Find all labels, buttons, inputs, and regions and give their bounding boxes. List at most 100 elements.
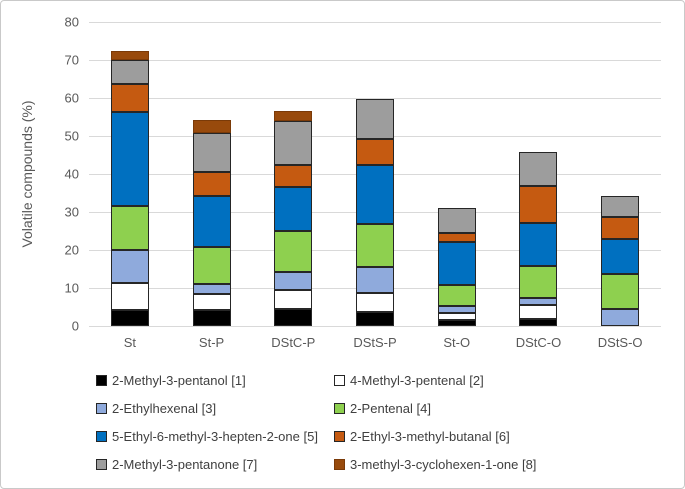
legend-swatch-icon	[334, 459, 345, 470]
stacked-bar-DStC-P	[274, 110, 313, 326]
legend-item: 2-Ethyl-3-methyl-butanal [6]	[334, 429, 536, 444]
legend-item: 5-Ethyl-6-methyl-3-hepten-2-one [5]	[96, 429, 334, 444]
bar-segment	[110, 112, 149, 206]
legend-label: 2-Methyl-3-pentanol [1]	[112, 373, 246, 388]
legend-swatch-icon	[334, 431, 345, 442]
stacked-bar-DStS-P	[356, 99, 395, 326]
y-tick-label: 10	[64, 280, 79, 296]
x-category-label-DStS-O: DStS-O	[597, 335, 643, 350]
bar-segment	[437, 305, 476, 313]
legend-item: 4-Methyl-3-pentenal [2]	[334, 373, 536, 388]
y-tick-label: 60	[64, 90, 79, 106]
bar-segment	[356, 223, 395, 268]
bar-segment	[274, 271, 313, 291]
legend-swatch-icon	[96, 403, 107, 414]
bar-column-St	[89, 22, 171, 326]
gridline-y-80	[89, 22, 661, 23]
bar-segment	[110, 60, 149, 84]
legend-label: 2-Pentenal [4]	[350, 401, 431, 416]
bar-column-DStC-P	[252, 22, 334, 326]
legend-swatch-icon	[96, 375, 107, 386]
bar-segment	[192, 246, 231, 285]
bar-segment	[192, 294, 231, 311]
y-tick-label: 80	[64, 14, 79, 30]
legend-label: 3-methyl-3-cyclohexen-1-one [8]	[350, 457, 537, 472]
x-category-label-DStS-P: DStS-P	[353, 335, 397, 350]
legend-label: 2-Ethyl-3-methyl-butanal [6]	[350, 429, 510, 444]
x-category-label-St-P: St-P	[198, 335, 225, 350]
bar-segment	[192, 133, 231, 173]
y-tick-label: 70	[64, 52, 79, 68]
bar-segment	[274, 110, 313, 122]
bar-segment	[437, 208, 476, 233]
y-tick-label: 50	[64, 128, 79, 144]
bars-container	[89, 22, 661, 326]
bar-column-St-O	[416, 22, 498, 326]
bar-segment	[110, 309, 149, 326]
bar-segment	[519, 266, 558, 298]
bar-column-DStC-O	[498, 22, 580, 326]
bar-segment	[274, 290, 313, 310]
gridline-y-60	[89, 98, 661, 99]
bar-segment	[110, 51, 149, 61]
bar-segment	[356, 311, 395, 326]
bar-column-DStS-P	[334, 22, 416, 326]
bar-segment	[519, 186, 558, 224]
bar-segment	[274, 309, 313, 326]
bar-segment	[437, 242, 476, 285]
bar-segment	[192, 120, 231, 134]
bar-segment	[356, 267, 395, 294]
legend-item: 2-Ethylhexenal [3]	[96, 401, 334, 416]
bar-segment	[274, 186, 313, 232]
bar-segment	[601, 273, 640, 310]
bar-segment	[601, 309, 640, 326]
legend-swatch-icon	[334, 375, 345, 386]
bar-segment	[519, 297, 558, 306]
stacked-bar-DStS-O	[601, 196, 640, 326]
x-category-label-DStC-P: DStC-P	[271, 335, 316, 350]
bar-segment	[437, 312, 476, 321]
bar-segment	[601, 239, 640, 274]
stacked-bar-St-O	[437, 208, 476, 326]
legend-swatch-icon	[96, 459, 107, 470]
bar-segment	[274, 231, 313, 272]
bar-segment	[192, 196, 231, 247]
legend-item: 3-methyl-3-cyclohexen-1-one [8]	[334, 457, 536, 472]
plot-area: Volatile compounds (%) 0 10 20 30 40 50 60 70 80	[19, 15, 661, 334]
y-tick-label: 30	[64, 204, 79, 220]
legend-item: 2-Methyl-3-pentanone [7]	[96, 457, 334, 472]
legend-label: 2-Ethylhexenal [3]	[112, 401, 217, 416]
x-category-label-St-O: St-O	[443, 335, 471, 350]
bar-segment	[356, 99, 395, 139]
stacked-bar-DStC-O	[519, 151, 558, 326]
y-tick-label: 40	[64, 166, 79, 182]
bar-segment	[356, 138, 395, 165]
bar-segment	[519, 319, 558, 326]
x-axis-category-labels: St St-P DStC-P DStS-P St-O DStC-O DStS-O	[89, 335, 661, 350]
chart-legend: 2-Methyl-3-pentanol [1] 4-Methyl-3-penten…	[96, 373, 536, 472]
bar-segment	[356, 164, 395, 224]
bar-column-St-P	[171, 22, 253, 326]
legend-swatch-icon	[334, 403, 345, 414]
bar-segment	[437, 232, 476, 243]
bar-segment	[601, 216, 640, 240]
bar-segment	[519, 305, 558, 320]
y-axis-title: Volatile compounds (%)	[19, 100, 35, 248]
legend-item: 2-Methyl-3-pentanol [1]	[96, 373, 334, 388]
stacked-bar-St-P	[192, 120, 231, 326]
bar-segment	[274, 121, 313, 165]
bar-segment	[110, 205, 149, 250]
bar-segment	[110, 249, 149, 284]
gridline-y-0	[89, 326, 661, 327]
legend-label: 5-Ethyl-6-methyl-3-hepten-2-one [5]	[112, 429, 318, 444]
bar-segment	[110, 283, 149, 310]
stacked-bar-St	[110, 51, 149, 326]
bar-segment	[356, 293, 395, 312]
bar-segment	[192, 284, 231, 295]
bar-segment	[519, 151, 558, 187]
bar-segment	[437, 284, 476, 306]
x-category-label-DStC-O: DStC-O	[515, 335, 562, 350]
bar-segment	[437, 320, 476, 326]
y-tick-label: 20	[64, 242, 79, 258]
bar-segment	[274, 164, 313, 187]
